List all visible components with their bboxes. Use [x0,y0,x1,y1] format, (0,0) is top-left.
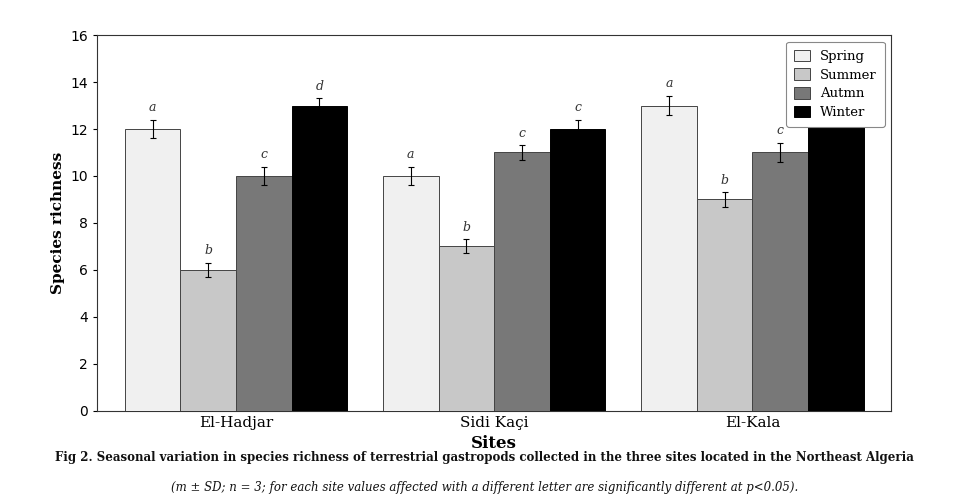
Text: c: c [518,127,525,140]
Text: c: c [261,148,267,161]
X-axis label: Sites: Sites [471,435,517,452]
Bar [383,176,439,411]
Bar [549,129,606,411]
Text: Fig 2. Seasonal variation in species richness of terrestrial gastropods collecte: Fig 2. Seasonal variation in species ric… [55,451,914,464]
Text: b: b [204,244,212,257]
Bar [494,152,549,411]
Text: d: d [831,54,840,67]
Y-axis label: Species richness: Species richness [50,152,65,294]
Text: b: b [721,173,729,186]
Text: c: c [574,101,581,114]
Bar [180,270,235,411]
Bar [235,176,292,411]
Bar [752,152,808,411]
Bar [125,129,180,411]
Text: b: b [462,220,470,233]
Text: a: a [407,148,415,161]
Bar [292,106,347,411]
Bar [641,106,697,411]
Text: d: d [315,80,324,93]
Bar [697,199,752,411]
Text: a: a [149,101,156,114]
Bar [808,82,863,411]
Bar [439,246,494,411]
Legend: Spring, Summer, Autmn, Winter: Spring, Summer, Autmn, Winter [786,42,885,127]
Text: (m ± SD; n = 3; for each site values affected with a different letter are signif: (m ± SD; n = 3; for each site values aff… [171,481,798,494]
Text: c: c [777,124,784,137]
Text: a: a [666,77,672,90]
